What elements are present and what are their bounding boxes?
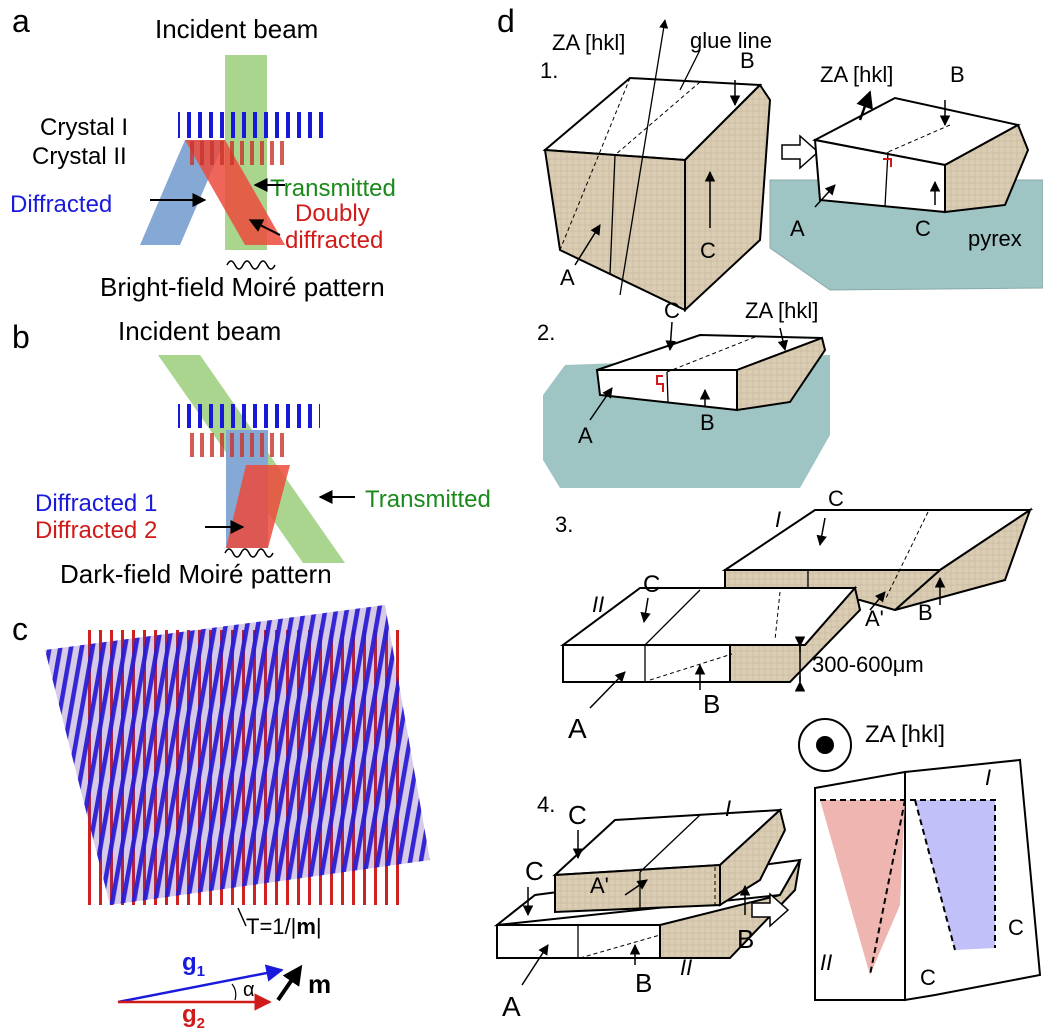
- label-C-topview: C: [1008, 915, 1024, 940]
- label-A-prime-4: A': [590, 873, 609, 898]
- label-C-topview-2: C: [920, 965, 936, 990]
- thickness-label: 300-600μm: [812, 652, 924, 677]
- label-B-1: B: [740, 48, 755, 73]
- label-C-1b: C: [915, 216, 931, 241]
- incident-beam-label: Incident beam: [155, 14, 318, 44]
- g1-label: g1: [182, 949, 205, 980]
- doubly-diffracted-beam: [185, 140, 285, 245]
- label-A-2: A: [578, 423, 593, 448]
- period-marker: [237, 907, 247, 927]
- label-A-1: A: [560, 265, 575, 290]
- label-II-topview: II: [820, 950, 832, 975]
- alpha-label: α: [243, 979, 255, 1001]
- label-C-3b: C: [828, 486, 844, 511]
- g2-label: g2: [182, 1001, 205, 1028]
- period-label: T=1/|m|: [246, 914, 322, 939]
- panel-c-letter: c: [12, 611, 28, 647]
- diffracted-1-label: Diffracted 1: [35, 490, 157, 517]
- moire-overlay: [45, 605, 430, 905]
- panel-a-letter: a: [12, 3, 30, 39]
- crystal-2-label: Crystal II: [32, 143, 127, 170]
- label-A-4: A: [502, 991, 521, 1022]
- overlap-blue: [915, 800, 995, 950]
- transmitted-b-label: Transmitted: [365, 486, 491, 513]
- moire-wave-a: [226, 260, 276, 270]
- step-1-label: 1.: [540, 58, 558, 83]
- doubly-label-2: diffracted: [285, 227, 383, 254]
- label-B-3b: B: [918, 600, 933, 625]
- crystal-1-label: Crystal I: [40, 114, 128, 141]
- label-A-prime-3: A': [865, 606, 884, 631]
- transmitted-label: Transmitted: [270, 175, 396, 202]
- next-arrow-1: [781, 134, 820, 170]
- label-B-4b: B: [737, 924, 754, 954]
- label-C-2: C: [664, 298, 680, 323]
- label-I-4: I: [725, 796, 731, 821]
- incident-beam-b-label: Incident beam: [118, 316, 281, 346]
- glue-line-label: glue line: [690, 28, 772, 53]
- za-axis-1: [619, 19, 669, 296]
- crystal-2-grating: [185, 141, 287, 165]
- moire-wave-b: [224, 548, 274, 558]
- label-A-3: A: [568, 713, 587, 744]
- label-A-1b: A: [790, 216, 805, 241]
- label-I-3: I: [775, 507, 781, 532]
- diffracted-2-label: Diffracted 2: [35, 517, 157, 544]
- crystal-1-grating-b: [178, 404, 320, 428]
- label-B-4: B: [635, 968, 652, 998]
- label-B-2: B: [700, 410, 715, 435]
- label-C-3: C: [643, 571, 660, 598]
- step-4-label: 4.: [537, 792, 555, 817]
- bright-field-label: Bright-field Moiré pattern: [100, 272, 385, 302]
- label-C-1: C: [700, 238, 716, 263]
- step-3-label: 3.: [555, 512, 573, 537]
- glue-line: [609, 154, 616, 276]
- label-C-4b: C: [525, 856, 544, 886]
- diffracted-label: Diffracted: [10, 191, 112, 218]
- step-2-label: 2.: [537, 320, 555, 345]
- next-arrow-2: [751, 892, 790, 928]
- blue-grating: [45, 605, 430, 905]
- dark-field-label: Dark-field Moiré pattern: [60, 559, 332, 589]
- za-label-1: ZA [hkl]: [552, 30, 625, 55]
- panel-c: c T=1/|m| g1 g2 α m: [12, 605, 430, 1028]
- label-B-3: B: [703, 689, 720, 719]
- doubly-label-1: Doubly: [295, 200, 370, 227]
- label-II-4: II: [680, 955, 692, 980]
- panel-d: d 1. ZA [hkl] glue line B A C pyrex ZA […: [493, 3, 1043, 1022]
- pyrex-label: pyrex: [968, 226, 1022, 251]
- block-1-side: [684, 83, 772, 313]
- panel-b-letter: b: [12, 319, 30, 355]
- za-label-2: ZA [hkl]: [745, 298, 818, 323]
- m-vector: [276, 964, 303, 1002]
- label-I-topview: I: [985, 765, 991, 790]
- za-label-1b: ZA [hkl]: [820, 62, 893, 87]
- crystal-1-grating: [178, 112, 330, 138]
- panel-b: b Incident beam Diffracted 1 Diffracted …: [12, 316, 491, 589]
- crystal-2-grating-b: [190, 433, 290, 457]
- label-II-3: II: [592, 592, 604, 617]
- panel-a: a Incident beam Crystal I Crystal II Dif…: [10, 3, 396, 302]
- m-label: m: [308, 969, 331, 999]
- label-B-1b: B: [950, 62, 965, 87]
- g1-vector: [117, 964, 284, 1004]
- za-label-4: ZA [hkl]: [865, 721, 945, 748]
- panel-d-letter: d: [497, 3, 515, 39]
- label-C-4: C: [568, 800, 587, 830]
- overlap-red: [820, 800, 905, 975]
